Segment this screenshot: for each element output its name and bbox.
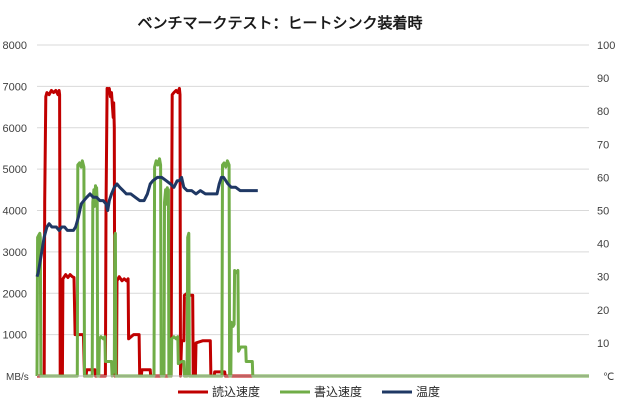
left-tick-label: 2000 — [3, 288, 27, 300]
legend: 読込速度 書込速度 温度 — [178, 384, 440, 399]
right-tick-label: 100 — [597, 40, 615, 52]
legend-label: 温度 — [416, 384, 440, 399]
right-tick-label: 90 — [597, 73, 609, 85]
right-axis-ticks: 10 20 30 40 50 60 70 80 90 100 — [597, 40, 615, 350]
series-line — [37, 86, 589, 378]
right-tick-label: 80 — [597, 106, 609, 118]
right-tick-label: 50 — [597, 206, 609, 218]
series-lines — [35, 86, 589, 378]
chart-title: ベンチマークテスト：ヒートシンク装着時 — [137, 14, 422, 32]
gridlines — [37, 44, 589, 336]
left-tick-label: 6000 — [3, 123, 27, 135]
right-axis-unit: ℃ — [603, 372, 614, 383]
left-tick-label: 7000 — [3, 81, 27, 93]
series-line — [35, 157, 589, 378]
right-tick-label: 30 — [597, 272, 609, 284]
legend-label: 書込速度 — [314, 384, 362, 399]
left-tick-label: 3000 — [3, 247, 27, 259]
left-tick-label: 1000 — [3, 330, 27, 342]
left-axis-unit: MB/s — [6, 372, 29, 383]
left-tick-label: 4000 — [3, 206, 27, 218]
left-tick-label: 8000 — [3, 40, 27, 52]
legend-label: 読込速度 — [212, 384, 260, 399]
series-line — [35, 175, 258, 278]
left-tick-label: 5000 — [3, 164, 27, 176]
right-tick-label: 10 — [597, 338, 609, 350]
right-tick-label: 60 — [597, 172, 609, 184]
right-tick-label: 70 — [597, 139, 609, 151]
left-axis-ticks: 1000 2000 3000 4000 5000 6000 7000 8000 — [3, 40, 27, 342]
right-tick-label: 20 — [597, 305, 609, 317]
right-tick-label: 40 — [597, 239, 609, 251]
